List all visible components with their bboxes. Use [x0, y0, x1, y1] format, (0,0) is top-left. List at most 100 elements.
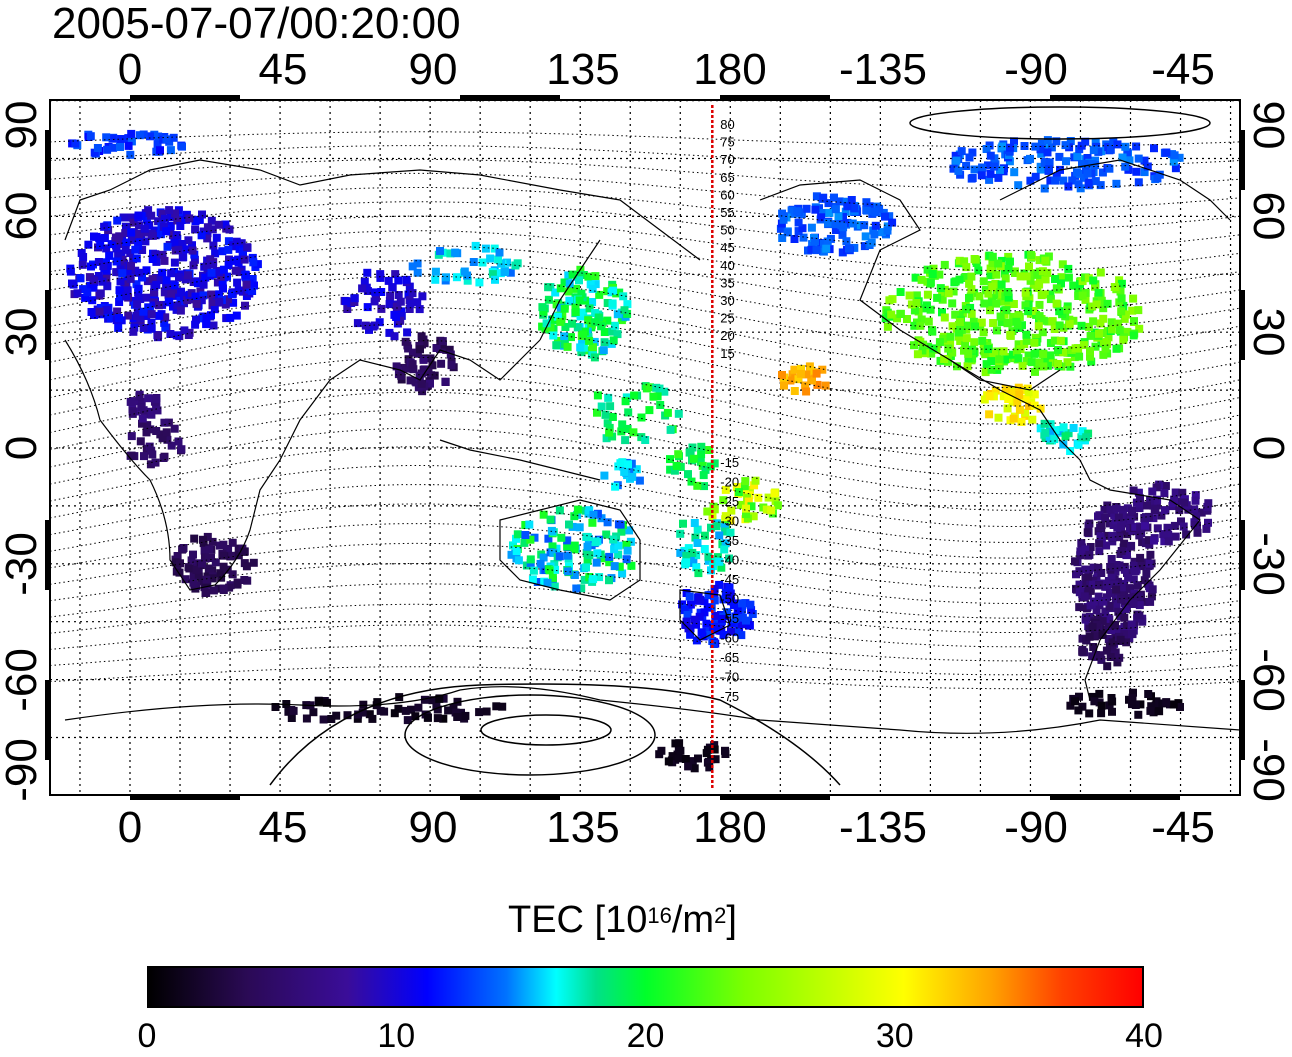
tec-pixel	[406, 299, 415, 308]
tec-pixel	[740, 482, 749, 491]
tec-pixel	[180, 291, 188, 300]
tec-pixel	[712, 522, 721, 531]
tec-pixel	[539, 510, 548, 519]
tec-pixel	[1057, 273, 1066, 282]
tec-pixel	[1084, 322, 1093, 331]
tec-pixel	[720, 523, 729, 532]
tec-pixel	[860, 242, 869, 251]
tec-pixel	[1184, 505, 1193, 514]
tec-pixel	[122, 292, 131, 301]
tec-pixel	[600, 328, 609, 336]
tec-pixel	[903, 315, 911, 323]
tec-pixel	[198, 210, 206, 219]
tec-pixel	[1103, 662, 1112, 671]
tec-pixel	[544, 295, 553, 304]
tec-pixel	[603, 287, 612, 296]
tec-pixel	[1014, 181, 1023, 190]
tec-pixel	[148, 275, 157, 284]
tec-pixel	[1107, 325, 1116, 334]
tec-pixel	[391, 270, 400, 279]
tec-pixel	[845, 244, 853, 253]
tec-pixel	[883, 222, 892, 231]
tec-pixel	[95, 307, 104, 316]
tec-pixel	[1025, 262, 1033, 271]
tec-pixel	[1064, 182, 1073, 191]
tec-pixel	[1106, 589, 1114, 598]
tec-pixel	[588, 343, 597, 352]
tec-pixel	[163, 435, 172, 444]
tec-pixel	[1004, 293, 1013, 302]
tec-pixel	[171, 209, 180, 218]
tec-pixel	[248, 253, 257, 262]
tec-pixel	[1082, 613, 1090, 622]
tec-pixel	[146, 132, 154, 141]
magnetic-contour	[49, 172, 1241, 210]
tec-pixel	[212, 233, 221, 242]
tec-pixel	[83, 288, 92, 297]
tec-pixel	[526, 555, 535, 564]
tec-pixel	[584, 316, 593, 325]
tec-pixel	[591, 280, 600, 289]
tec-pixel	[546, 515, 555, 524]
tec-pixel	[173, 301, 182, 310]
tec-pixel	[926, 278, 935, 287]
tec-pixel	[589, 510, 598, 519]
tec-pixel	[802, 387, 811, 396]
tec-pixel	[682, 551, 691, 560]
north-pole-contour	[909, 106, 1211, 140]
left-latitude-label: -90	[0, 738, 46, 802]
tec-pixel	[199, 291, 208, 300]
tec-pixel	[968, 174, 977, 182]
tec-pixel	[209, 241, 218, 250]
tec-pixel	[951, 151, 960, 160]
tec-pixel	[1091, 177, 1100, 186]
tec-pixel	[1003, 288, 1012, 296]
tec-pixel	[616, 459, 625, 468]
tec-pixel	[384, 276, 393, 285]
tec-pixel	[166, 221, 175, 230]
tec-pixel	[363, 268, 372, 277]
tec-pixel	[432, 344, 441, 352]
tec-pixel	[1083, 154, 1092, 162]
tec-pixel	[1004, 264, 1013, 273]
tec-pixel	[211, 249, 220, 258]
tec-pixel	[166, 213, 175, 222]
tec-pixel	[692, 636, 701, 645]
tec-pixel	[1094, 288, 1103, 297]
contour-label-north: 80	[720, 117, 734, 132]
tec-pixel	[1094, 564, 1103, 573]
tec-pixel	[978, 336, 987, 345]
tec-pixel	[731, 615, 740, 624]
tec-pixel	[917, 275, 926, 284]
tec-pixel	[207, 216, 216, 225]
tec-pixel	[877, 228, 886, 237]
tec-pixel	[189, 278, 198, 286]
tec-pixel	[689, 559, 698, 567]
tec-pixel	[599, 346, 608, 355]
tec-pixel	[394, 704, 403, 713]
coastline-segment	[679, 589, 731, 641]
tec-pixel	[584, 272, 593, 281]
tec-pixel	[175, 273, 183, 282]
tec-pixel	[1092, 631, 1101, 640]
tec-pixel	[143, 277, 152, 286]
colorbar-label-unit: /m	[671, 899, 715, 941]
tec-pixel	[862, 206, 871, 215]
tec-pixel	[392, 362, 401, 371]
tec-pixel	[611, 482, 620, 491]
tec-pixel	[1054, 360, 1063, 368]
tec-pixel	[549, 548, 558, 557]
tec-pixel	[154, 301, 163, 310]
tec-pixel	[1096, 268, 1105, 277]
tec-pixel	[370, 297, 379, 306]
tec-pixel	[131, 318, 139, 327]
tec-pixel	[438, 337, 447, 346]
tec-pixel	[843, 218, 852, 227]
colorbar-tick-label: 30	[875, 1017, 914, 1055]
tec-pixel	[778, 209, 787, 218]
tec-pixel	[126, 249, 135, 257]
contour-label-south: -65	[720, 650, 739, 665]
tec-pixel	[126, 150, 135, 159]
tec-pixel	[249, 558, 258, 567]
tec-pixel	[847, 196, 856, 204]
